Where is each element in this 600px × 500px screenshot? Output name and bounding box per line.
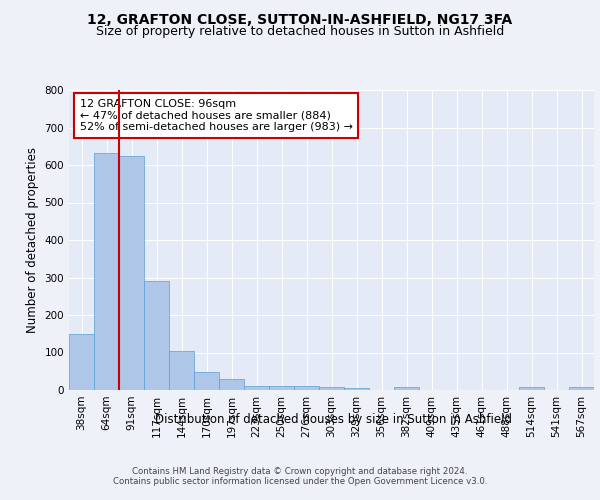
Bar <box>69 334 94 390</box>
Text: Distribution of detached houses by size in Sutton in Ashfield: Distribution of detached houses by size … <box>155 412 512 426</box>
Bar <box>194 372 219 390</box>
Text: Contains public sector information licensed under the Open Government Licence v3: Contains public sector information licen… <box>113 477 487 486</box>
Bar <box>144 281 169 390</box>
Bar <box>269 386 294 390</box>
Y-axis label: Number of detached properties: Number of detached properties <box>26 147 39 333</box>
Bar <box>394 387 419 390</box>
Bar <box>294 386 319 390</box>
Bar <box>169 350 194 390</box>
Text: Size of property relative to detached houses in Sutton in Ashfield: Size of property relative to detached ho… <box>96 25 504 38</box>
Text: 12, GRAFTON CLOSE, SUTTON-IN-ASHFIELD, NG17 3FA: 12, GRAFTON CLOSE, SUTTON-IN-ASHFIELD, N… <box>88 12 512 26</box>
Text: 12 GRAFTON CLOSE: 96sqm
← 47% of detached houses are smaller (884)
52% of semi-d: 12 GRAFTON CLOSE: 96sqm ← 47% of detache… <box>79 99 353 132</box>
Bar <box>244 386 269 390</box>
Bar <box>319 387 344 390</box>
Text: Contains HM Land Registry data © Crown copyright and database right 2024.: Contains HM Land Registry data © Crown c… <box>132 467 468 476</box>
Bar <box>219 379 244 390</box>
Bar <box>344 388 369 390</box>
Bar <box>519 387 544 390</box>
Bar <box>119 156 144 390</box>
Bar <box>94 153 119 390</box>
Bar <box>569 387 594 390</box>
